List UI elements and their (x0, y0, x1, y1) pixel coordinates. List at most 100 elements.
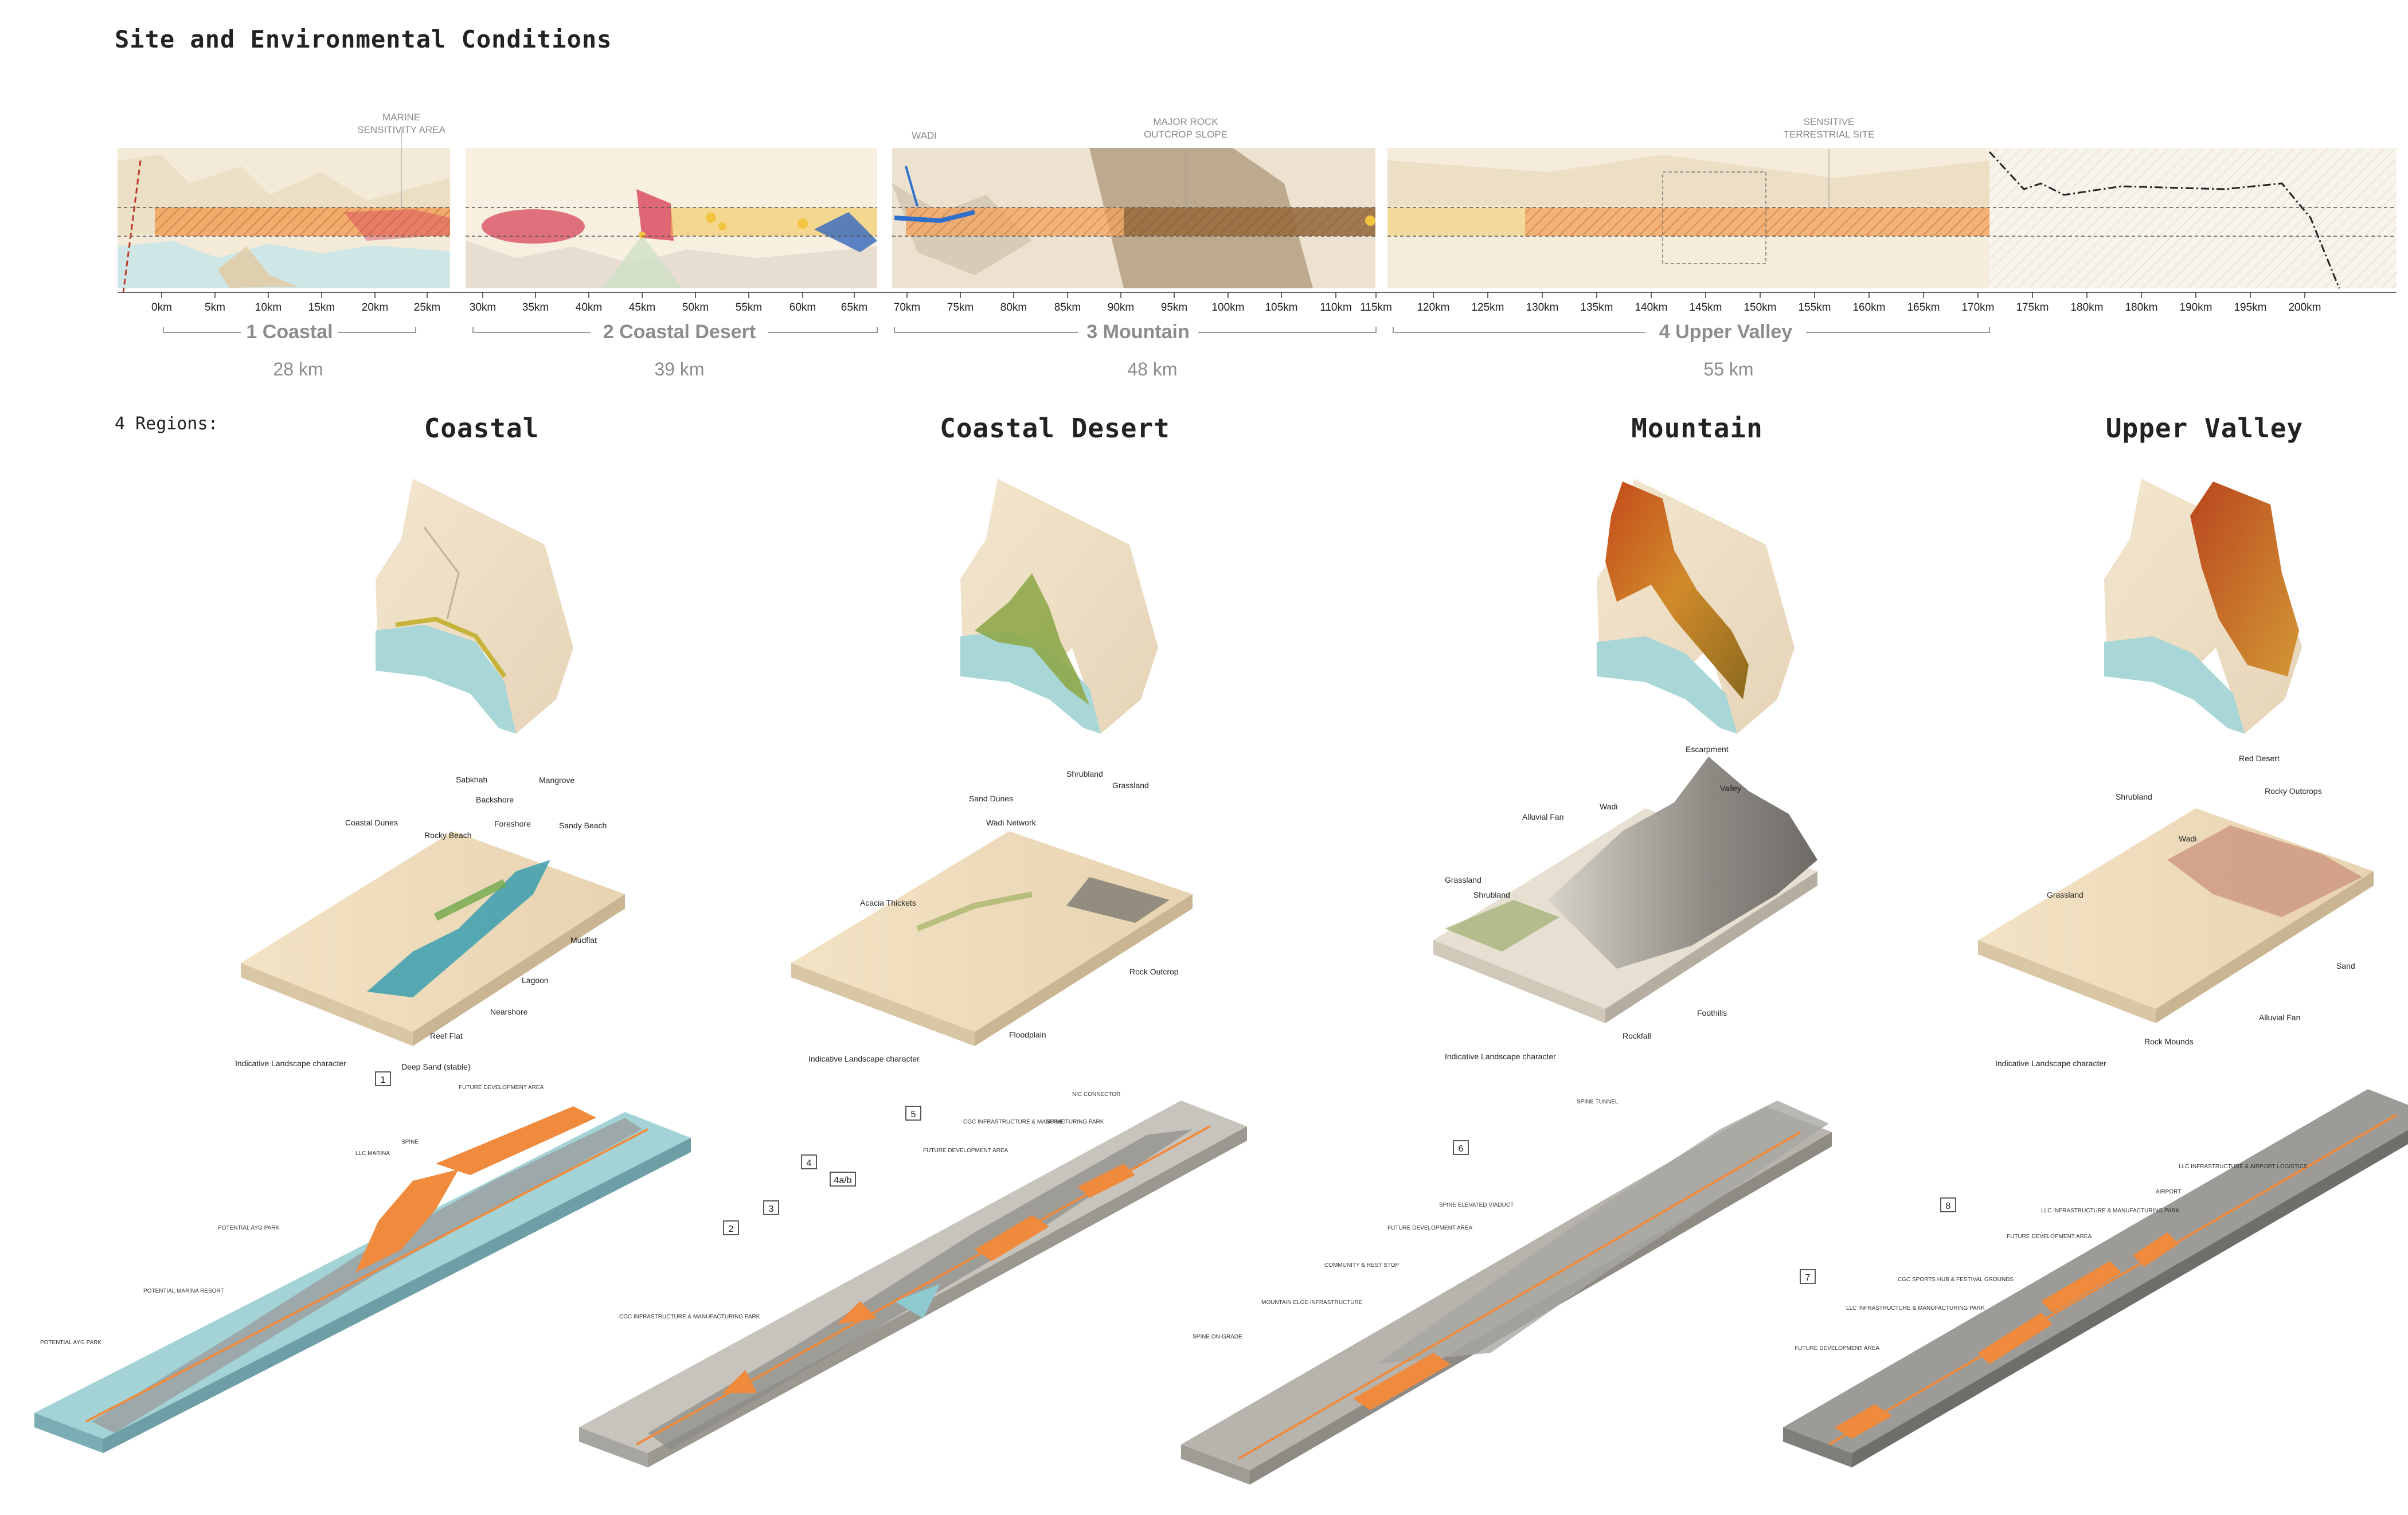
tick-label: 105km (1265, 302, 1297, 314)
lbl-mangrove: Mangrove (539, 776, 574, 785)
tick-label: 155km (1798, 302, 1831, 314)
corridor-upper-valley (1783, 1089, 2408, 1467)
cl-coastal-marina: LLC MARINA (355, 1150, 390, 1157)
lbl-deep-sand: Deep Sand (stable) (401, 1062, 471, 1071)
cl-m-on-grade: SPINE ON-GRADE (1193, 1334, 1242, 1340)
lbl-cd-floodplain: Floodplain (1009, 1030, 1046, 1039)
tick-label: 130km (1526, 302, 1558, 314)
num-5: 5 (911, 1110, 916, 1119)
region-map-upper-valley (2104, 479, 2302, 734)
segment-length-coastal: 28 km (273, 359, 323, 379)
lbl-nearshore: Nearshore (490, 1007, 528, 1016)
region-title-coastal-desert: Coastal Desert (940, 413, 1170, 444)
lbl-uv-red-desert: Red Desert (2239, 754, 2280, 763)
lbl-m-rockfall: Rockfall (1623, 1031, 1651, 1040)
lbl-m-escarpment: Escarpment (1686, 745, 1729, 754)
region-map-coastal (376, 479, 573, 734)
tick-label: 30km (470, 302, 496, 314)
lbl-backshore: Backshore (476, 795, 514, 804)
lbl-uv-rock-mounds: Rock Mounds (2144, 1037, 2194, 1046)
tick-label: 40km (576, 302, 602, 314)
lbl-cd-wadi-network: Wadi Network (986, 818, 1037, 827)
num-1: 1 (381, 1075, 386, 1085)
callout-wadi: WADI (912, 130, 937, 141)
region-map-mountain (1597, 479, 1795, 734)
landscape-block-coastal (241, 831, 625, 1046)
tick-label: 160km (1852, 302, 1885, 314)
caption-coastal-desert: Indicative Landscape character (808, 1054, 920, 1063)
cl-cd-future: FUTURE DEVELOPMENT AREA (923, 1148, 1008, 1154)
cl-m-community: COMMUNITY & REST STOP (1324, 1262, 1399, 1269)
lbl-uv-grassland: Grassland (2047, 890, 2083, 899)
cl-m-elge: MOUNTAIN ELGE INFRASTRUCTURE (1261, 1299, 1363, 1306)
callout-outcrop-slope: OUTCROP SLOPE (1144, 129, 1228, 140)
strip-panel-coastal (118, 129, 450, 293)
tick-label: 115km (1360, 302, 1392, 314)
lbl-rocky-beach: Rocky Beach (424, 831, 471, 840)
cl-uv-future-1: FUTURE DEVELOPMENT AREA (2007, 1234, 2092, 1240)
callout-sensitive: SENSITIVE (1804, 116, 1855, 127)
cl-coastal-marina-resort: POTENTIAL MARINA RESORT (143, 1288, 224, 1294)
landscape-block-coastal-desert (791, 831, 1193, 1046)
cl-uv-sports: CGC SPORTS HUB & FESTIVAL GROUNDS (1898, 1277, 2014, 1283)
callout-terrestrial-site: TERRESTRIAL SITE (1783, 129, 1874, 140)
corridor-coastal-desert (579, 1101, 1247, 1467)
tick-label: 45km (629, 302, 655, 314)
cl-uv-mfg-2: LLC INFRASTRUCTURE & MANUFACTURING PARK (1846, 1305, 1985, 1312)
cl-coastal-ayg-park-2: POTENTIAL AYG PARK (40, 1340, 101, 1346)
segment-name-upper-valley: 4 Upper Valley (1659, 321, 1793, 343)
lbl-m-grassland: Grassland (1445, 875, 1481, 884)
region-title-upper-valley: Upper Valley (2105, 413, 2304, 444)
distance-ticks: 0km 5km 10km 15km 20km 25km 30km 35km 40km 45km 50… (151, 292, 2321, 314)
regions-label: 4 Regions: (115, 414, 218, 434)
tick-label: 5km (205, 302, 225, 314)
segment-length-coastal-desert: 39 km (654, 359, 704, 379)
region-graphics: Coastal Dunes Sabkhah Backshore Mangrove… (34, 479, 2408, 1485)
tick-label: 170km (1961, 302, 1994, 314)
lbl-uv-rocky-outcrops: Rocky Outcrops (2265, 786, 2322, 796)
corridor-number-boxes: 1 2 3 4 4a/b 5 6 7 8 (375, 1071, 1956, 1284)
lbl-uv-alluvial-fan: Alluvial Fan (2259, 1013, 2300, 1022)
tick-label: 120km (1417, 302, 1449, 314)
tick-label: 135km (1580, 302, 1613, 314)
lbl-sandy-beach: Sandy Beach (559, 821, 607, 830)
tick-label: 150km (1744, 302, 1776, 314)
num-3: 3 (769, 1204, 774, 1214)
callout-major-rock: MAJOR ROCK (1153, 116, 1218, 127)
lbl-m-valley: Valley (1720, 784, 1741, 793)
tick-label: 0km (151, 302, 172, 314)
tick-label: 15km (308, 302, 335, 314)
corridor-callouts: FUTURE DEVELOPMENT AREA SPINE LLC MARINA… (40, 1085, 2308, 1352)
cl-uv-future-2: FUTURE DEVELOPMENT AREA (1795, 1345, 1880, 1352)
cl-uv-mfg-1: LLC INFRASTRUCTURE & MANUFACTURING PARK (2041, 1208, 2180, 1214)
cl-m-tunnel: SPINE TUNNEL (1577, 1099, 1619, 1105)
cl-m-future: FUTURE DEVELOPMENT AREA (1387, 1225, 1473, 1231)
cl-coastal-future: FUTURE DEVELOPMENT AREA (459, 1085, 544, 1091)
segment-length-upper-valley: 55 km (1703, 359, 1753, 379)
tick-label: 195km (2234, 302, 2266, 314)
lbl-cd-shrubland: Shrubland (1066, 769, 1103, 778)
tick-label: 35km (522, 302, 549, 314)
cl-uv-airport-logistics: LLC INFRASTRUCTURE & AIRPORT LOGISTICS (2179, 1164, 2308, 1170)
tick-label: 100km (1211, 302, 1244, 314)
tick-label: 190km (2179, 302, 2212, 314)
caption-coastal: Indicative Landscape character (235, 1059, 346, 1068)
landscape-block-mountain (1433, 757, 1817, 1023)
corridor-mountain (1181, 1101, 1832, 1485)
strip-panel-coastal-desert (466, 148, 877, 288)
cl-m-viaduct: SPINE ELEVATED VIADUCT (1439, 1202, 1514, 1208)
tick-label: 145km (1689, 302, 1722, 314)
num-8: 8 (1946, 1201, 1951, 1211)
landscape-labels: Coastal Dunes Sabkhah Backshore Mangrove… (235, 745, 2355, 1071)
lbl-uv-sand: Sand (2336, 961, 2355, 970)
num-6: 6 (1459, 1144, 1464, 1154)
cl-coastal-spine: SPINE (401, 1139, 419, 1145)
cl-cd-cgc-2: CGC INFRASTRUCTURE & MANUFACTURING PARK (619, 1314, 760, 1320)
num-7: 7 (1805, 1273, 1811, 1283)
tick-label: 55km (736, 302, 762, 314)
strip-panel-mountain (892, 148, 1375, 288)
cl-uv-airport: AIRPORT (2156, 1189, 2181, 1195)
lbl-reef-flat: Reef Flat (430, 1031, 463, 1040)
lbl-coastal-dunes: Coastal Dunes (345, 818, 398, 827)
lbl-uv-shrubland: Shrubland (2116, 792, 2152, 801)
